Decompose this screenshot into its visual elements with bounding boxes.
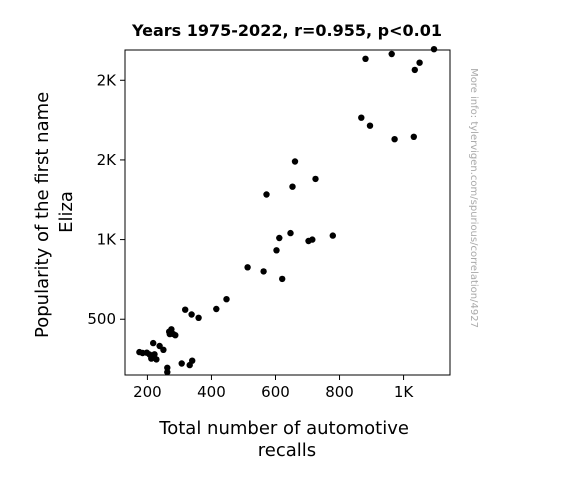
data-point: [366, 122, 374, 129]
data-point: [329, 232, 336, 239]
data-point: [309, 236, 316, 243]
data-point: [287, 229, 294, 237]
data-point: [410, 133, 417, 140]
data-point: [358, 114, 365, 121]
data-point: [195, 314, 202, 321]
data-point: [153, 356, 160, 363]
y-axis-label-line-1: Popularity of the first name: [32, 92, 53, 338]
plot-frame: [124, 49, 451, 376]
data-point: [273, 247, 280, 254]
data-point: [391, 136, 398, 143]
data-point: [279, 275, 286, 283]
x-tick-label: 400: [197, 383, 226, 401]
data-point: [312, 175, 319, 183]
data-point: [362, 55, 369, 62]
data-point: [263, 191, 270, 198]
y-tick-label: 500: [87, 310, 116, 328]
data-point: [151, 351, 158, 358]
data-point: [213, 305, 220, 313]
data-point: [244, 264, 251, 271]
x-axis-label-line-2: recalls: [258, 440, 316, 461]
x-axis-label-line-1: Total number of automotive: [158, 418, 409, 439]
data-point: [188, 311, 195, 318]
x-axis: 200 400 600 800 1K: [133, 375, 414, 401]
x-tick-label: 600: [261, 383, 290, 401]
chart-title: Years 1975-2022, r=0.955, p<0.01: [131, 21, 442, 40]
y-axis: 500 1K 2K 2K: [87, 71, 125, 328]
data-point: [223, 296, 230, 303]
data-point: [276, 234, 283, 242]
data-point: [160, 346, 167, 353]
x-tick-label: 1K: [394, 383, 415, 401]
data-point: [164, 368, 171, 376]
data-point: [178, 360, 185, 367]
data-point: [388, 50, 395, 58]
data-point: [411, 66, 418, 74]
x-tick-label: 200: [133, 383, 162, 401]
x-tick-label: 800: [325, 383, 354, 401]
y-axis-label: Popularity of the first name Eliza: [32, 86, 77, 338]
data-point: [172, 332, 179, 339]
watermark-text: More info: tylervigen.com/spurious/corre…: [468, 68, 479, 328]
data-point: [416, 59, 423, 66]
data-point: [189, 357, 196, 364]
y-tick-label: 1K: [97, 231, 118, 249]
y-tick-label: 2K: [97, 71, 118, 89]
y-tick-label: 2K: [97, 151, 118, 169]
y-axis-label-line-2: Eliza: [56, 191, 77, 233]
data-point: [182, 306, 189, 313]
data-point: [291, 158, 299, 165]
data-point: [430, 46, 438, 53]
data-points: [136, 46, 438, 376]
x-axis-label: Total number of automotive recalls: [158, 418, 414, 461]
data-point: [260, 268, 267, 275]
data-point: [150, 339, 157, 347]
data-point: [289, 183, 296, 190]
